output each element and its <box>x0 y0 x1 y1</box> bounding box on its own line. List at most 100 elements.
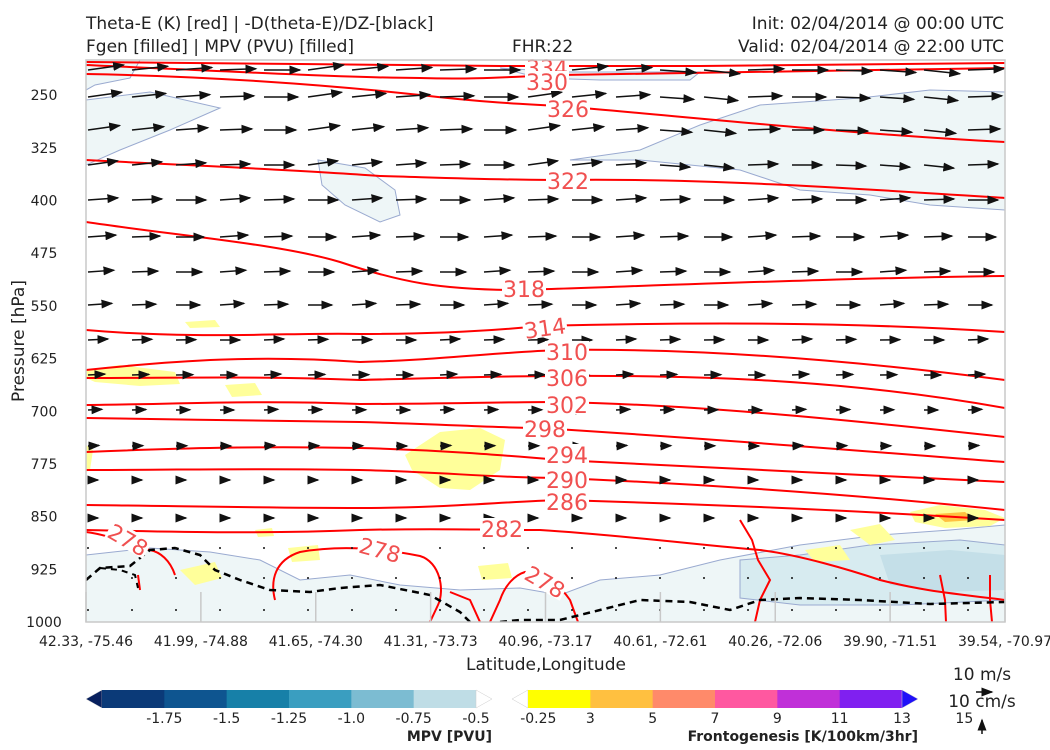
wind-arrow <box>263 335 286 344</box>
wind-arrow <box>395 231 426 241</box>
wind-arrow <box>615 299 642 309</box>
y-tick-label: 475 <box>31 246 58 262</box>
fgen-patch <box>850 524 895 545</box>
x-tick-label: 39.54, -70.97 <box>958 634 1050 650</box>
wind-arrow <box>967 159 1000 169</box>
wind-arrow <box>615 335 638 344</box>
wind-arrow <box>703 127 738 137</box>
wind-arrow <box>659 67 698 77</box>
wind-arrow <box>791 335 814 344</box>
wind-dot <box>131 609 133 611</box>
wind-arrow <box>879 194 912 204</box>
fgen-patch <box>225 383 262 397</box>
y-tick-label: 775 <box>31 457 58 473</box>
theta-e-label-bg <box>545 469 589 489</box>
wind-dot <box>879 577 881 579</box>
wind-arrow <box>571 158 604 168</box>
wind-arrow <box>967 335 990 344</box>
wind-arrow <box>351 158 384 168</box>
colorbar-extend-right <box>475 689 493 709</box>
wind-arrow <box>483 370 503 380</box>
wind-arrow <box>483 231 514 241</box>
colorbar-tick-label: 15 <box>955 711 973 727</box>
wind-dot <box>747 609 749 611</box>
wind-arrow <box>351 90 388 100</box>
wind-arrow <box>791 231 822 241</box>
wind-arrow <box>87 231 118 241</box>
x-tick-label: 41.99, -74.88 <box>154 634 248 650</box>
wind-arrow <box>87 61 126 71</box>
wind-arrow <box>219 299 246 309</box>
wind-dot <box>87 547 89 549</box>
wind-arrow <box>967 441 981 451</box>
wind-dot <box>571 577 573 579</box>
wind-dot <box>527 547 529 549</box>
x-tick-label: 40.26, -72.06 <box>728 634 822 650</box>
wind-arrow <box>615 124 650 133</box>
colorbar-tick-label: -0.25 <box>520 711 556 727</box>
colorbar-segment <box>777 690 841 708</box>
colorbar-extend-left <box>511 689 529 709</box>
wind-arrow <box>615 266 644 276</box>
wind-arrow <box>219 194 252 204</box>
mpv-patch <box>880 550 1005 592</box>
wind-arrow <box>923 231 954 241</box>
x-tick-label: 40.96, -73.17 <box>498 634 592 650</box>
wind-arrow <box>615 441 629 451</box>
wind-arrow <box>395 124 430 133</box>
y-tick-label: 850 <box>31 510 58 526</box>
colorbar-tick-label: 5 <box>648 711 657 727</box>
theta-e-label-bg <box>523 418 567 438</box>
theta-e-label: 302 <box>546 394 588 419</box>
wind-arrow <box>395 90 432 100</box>
y-tick-label: 625 <box>31 352 58 368</box>
theta-e-label: 286 <box>546 491 588 516</box>
y-axis-label: Pressure [hPa] <box>9 280 29 402</box>
wind-dot <box>835 609 837 611</box>
wind-dot <box>879 609 881 611</box>
fgen-patch <box>805 545 850 562</box>
dtheta-dz-contour <box>86 546 1005 622</box>
wind-arrow <box>967 405 984 415</box>
theta-e-label-bg <box>545 341 589 361</box>
wind-arrow <box>87 89 124 99</box>
wind-arrow <box>131 370 151 380</box>
colorbar-segment <box>102 690 165 708</box>
wind-arrow <box>131 62 170 72</box>
wind-dot <box>791 547 793 549</box>
wind-dot <box>439 547 441 549</box>
wind-dot <box>791 577 793 579</box>
wind-dot <box>307 547 309 549</box>
chart-title-line2: Fgen [filled] | MPV (PVU) [filled] <box>86 37 355 57</box>
wind-arrow <box>923 127 958 137</box>
wind-key-horizontal: 10 m/s <box>953 665 1011 685</box>
wind-arrow <box>791 370 811 380</box>
wind-arrow <box>263 194 296 204</box>
wind-arrow <box>131 194 164 204</box>
wind-arrow <box>967 91 1004 101</box>
wind-dot <box>483 609 485 611</box>
wind-arrow <box>747 299 774 309</box>
wind-dot <box>747 577 749 579</box>
colorbar-tick-label: -1.75 <box>146 711 182 727</box>
theta-e-label: 326 <box>547 98 589 123</box>
wind-arrow <box>747 124 782 134</box>
theta-e-label: 314 <box>523 314 568 345</box>
wind-arrow <box>219 64 258 74</box>
wind-arrow <box>703 68 742 78</box>
wind-arrow <box>879 94 916 104</box>
wind-arrow <box>615 63 654 73</box>
wind-vectors <box>87 61 1005 611</box>
wind-arrow <box>923 94 960 104</box>
x-tick-label: 41.31, -73.73 <box>384 634 478 650</box>
wind-dot <box>131 577 133 579</box>
wind-arrow <box>571 62 610 72</box>
init-time: Init: 02/04/2014 @ 00:00 UTC <box>751 14 1004 34</box>
wind-arrow <box>615 90 652 100</box>
x-tick-label: 41.65, -74.30 <box>269 634 363 650</box>
wind-dot <box>747 547 749 549</box>
theta-e-label-bg <box>525 71 569 91</box>
wind-arrow <box>351 231 382 241</box>
wind-arrow <box>659 266 688 276</box>
wind-arrow <box>703 162 736 172</box>
